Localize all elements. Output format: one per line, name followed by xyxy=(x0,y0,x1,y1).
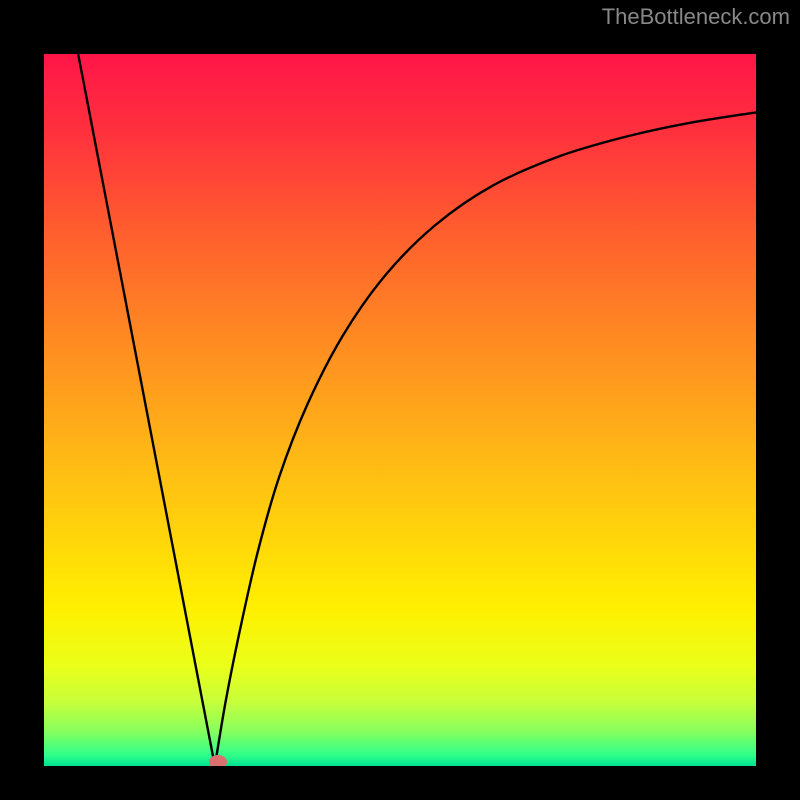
curve-path xyxy=(78,54,756,766)
watermark-text: TheBottleneck.com xyxy=(602,4,790,30)
plot-frame xyxy=(22,32,778,788)
bottleneck-curve xyxy=(44,54,756,766)
minimum-marker xyxy=(209,755,227,766)
plot-area xyxy=(44,54,756,766)
